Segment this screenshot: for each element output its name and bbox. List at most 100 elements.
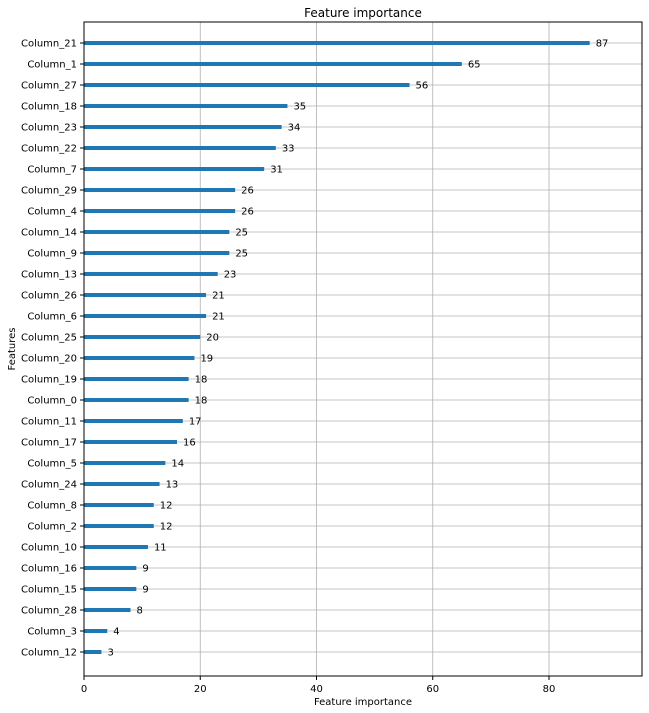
- value-label: 3: [107, 648, 113, 659]
- value-label: 33: [282, 144, 295, 155]
- bar-column-12: [84, 650, 102, 654]
- y-tick-label: Column_7: [27, 165, 77, 176]
- value-label: 87: [596, 39, 609, 50]
- x-ticks: 0 20 40 60 80: [81, 676, 556, 695]
- bar-column-2: [84, 524, 154, 528]
- value-label: 23: [224, 270, 237, 281]
- y-tick-label: Column_12: [21, 648, 77, 659]
- value-label: 25: [235, 249, 248, 260]
- value-label: 11: [154, 543, 167, 554]
- y-tick-label: Column_29: [21, 186, 77, 197]
- x-tick-label: 40: [310, 684, 323, 695]
- y-tick-label: Column_5: [27, 459, 77, 470]
- chart-title: Feature importance: [304, 6, 422, 20]
- y-tick-label: Column_9: [27, 249, 77, 260]
- bar-column-25: [84, 335, 201, 339]
- bar-column-6: [84, 314, 207, 318]
- bars: [84, 41, 590, 654]
- value-label: 16: [183, 438, 196, 449]
- bar-column-7: [84, 167, 265, 171]
- value-labels: 87 65 56 35 34 33 31 26 26 25 25 23 21 21 20 19 18 18 17 16…: [107, 39, 608, 659]
- y-tick-label: Column_26: [21, 291, 77, 302]
- y-tick-label: Column_13: [21, 270, 77, 281]
- value-label: 26: [241, 186, 254, 197]
- bar-column-19: [84, 377, 189, 381]
- bar-column-16: [84, 566, 137, 570]
- value-label: 21: [212, 312, 225, 323]
- y-tick-label: Column_21: [21, 39, 77, 50]
- bar-column-0: [84, 398, 189, 402]
- y-tick-label: Column_14: [21, 228, 77, 239]
- y-tick-label: Column_3: [27, 627, 77, 638]
- bar-column-20: [84, 356, 195, 360]
- x-axis-label: Feature importance: [314, 697, 412, 708]
- y-tick-label: Column_24: [21, 480, 77, 491]
- bar-column-28: [84, 608, 131, 612]
- bar-column-15: [84, 587, 137, 591]
- grid: [83, 22, 642, 676]
- y-tick-label: Column_28: [21, 606, 77, 617]
- y-tick-labels: Column_21 Column_1 Column_27 Column_18 Colum…: [21, 39, 84, 659]
- x-tick-label: 60: [426, 684, 439, 695]
- bar-column-26: [84, 293, 207, 297]
- value-label: 9: [142, 564, 148, 575]
- value-label: 17: [189, 417, 202, 428]
- y-tick-label: Column_17: [21, 438, 77, 449]
- y-tick-label: Column_18: [21, 102, 77, 113]
- value-label: 8: [137, 606, 143, 617]
- bar-column-22: [84, 146, 276, 150]
- x-tick-label: 20: [194, 684, 207, 695]
- value-label: 21: [212, 291, 225, 302]
- y-tick-label: Column_8: [27, 501, 77, 512]
- value-label: 26: [241, 207, 254, 218]
- bar-column-27: [84, 83, 410, 87]
- bar-column-1: [84, 62, 462, 66]
- value-label: 14: [171, 459, 184, 470]
- value-label: 35: [293, 102, 306, 113]
- y-axis-label: Features: [7, 328, 18, 371]
- plot-frame: [83, 21, 643, 677]
- bar-column-3: [84, 629, 108, 633]
- value-label: 19: [200, 354, 213, 365]
- bar-column-14: [84, 230, 230, 234]
- bar-column-23: [84, 125, 282, 129]
- value-label: 56: [416, 81, 429, 92]
- value-label: 9: [142, 585, 148, 596]
- value-label: 20: [206, 333, 219, 344]
- y-tick-label: Column_27: [21, 81, 77, 92]
- bar-column-29: [84, 188, 236, 192]
- y-tick-label: Column_2: [27, 522, 77, 533]
- bar-column-18: [84, 104, 288, 108]
- value-label: 34: [288, 123, 301, 134]
- value-label: 18: [195, 375, 208, 386]
- bar-column-13: [84, 272, 218, 276]
- bar-column-17: [84, 440, 177, 444]
- y-tick-label: Column_15: [21, 585, 77, 596]
- value-label: 25: [235, 228, 248, 239]
- x-tick-label: 0: [81, 684, 87, 695]
- y-tick-label: Column_0: [27, 396, 77, 407]
- y-tick-label: Column_16: [21, 564, 77, 575]
- bar-column-24: [84, 482, 160, 486]
- bar-column-10: [84, 545, 148, 549]
- value-label: 31: [270, 165, 283, 176]
- y-tick-label: Column_22: [21, 144, 77, 155]
- y-tick-label: Column_19: [21, 375, 77, 386]
- value-label: 65: [468, 60, 481, 71]
- value-label: 4: [113, 627, 119, 638]
- value-label: 18: [195, 396, 208, 407]
- bar-column-8: [84, 503, 154, 507]
- bar-column-4: [84, 209, 236, 213]
- y-tick-label: Column_10: [21, 543, 77, 554]
- y-tick-label: Column_4: [27, 207, 77, 218]
- value-label: 13: [166, 480, 179, 491]
- y-tick-label: Column_1: [27, 60, 77, 71]
- bar-column-11: [84, 419, 183, 423]
- x-tick-label: 80: [543, 684, 556, 695]
- y-tick-label: Column_11: [21, 417, 77, 428]
- y-tick-label: Column_25: [21, 333, 77, 344]
- bar-column-21: [84, 41, 590, 45]
- bar-column-5: [84, 461, 166, 465]
- y-tick-label: Column_6: [27, 312, 77, 323]
